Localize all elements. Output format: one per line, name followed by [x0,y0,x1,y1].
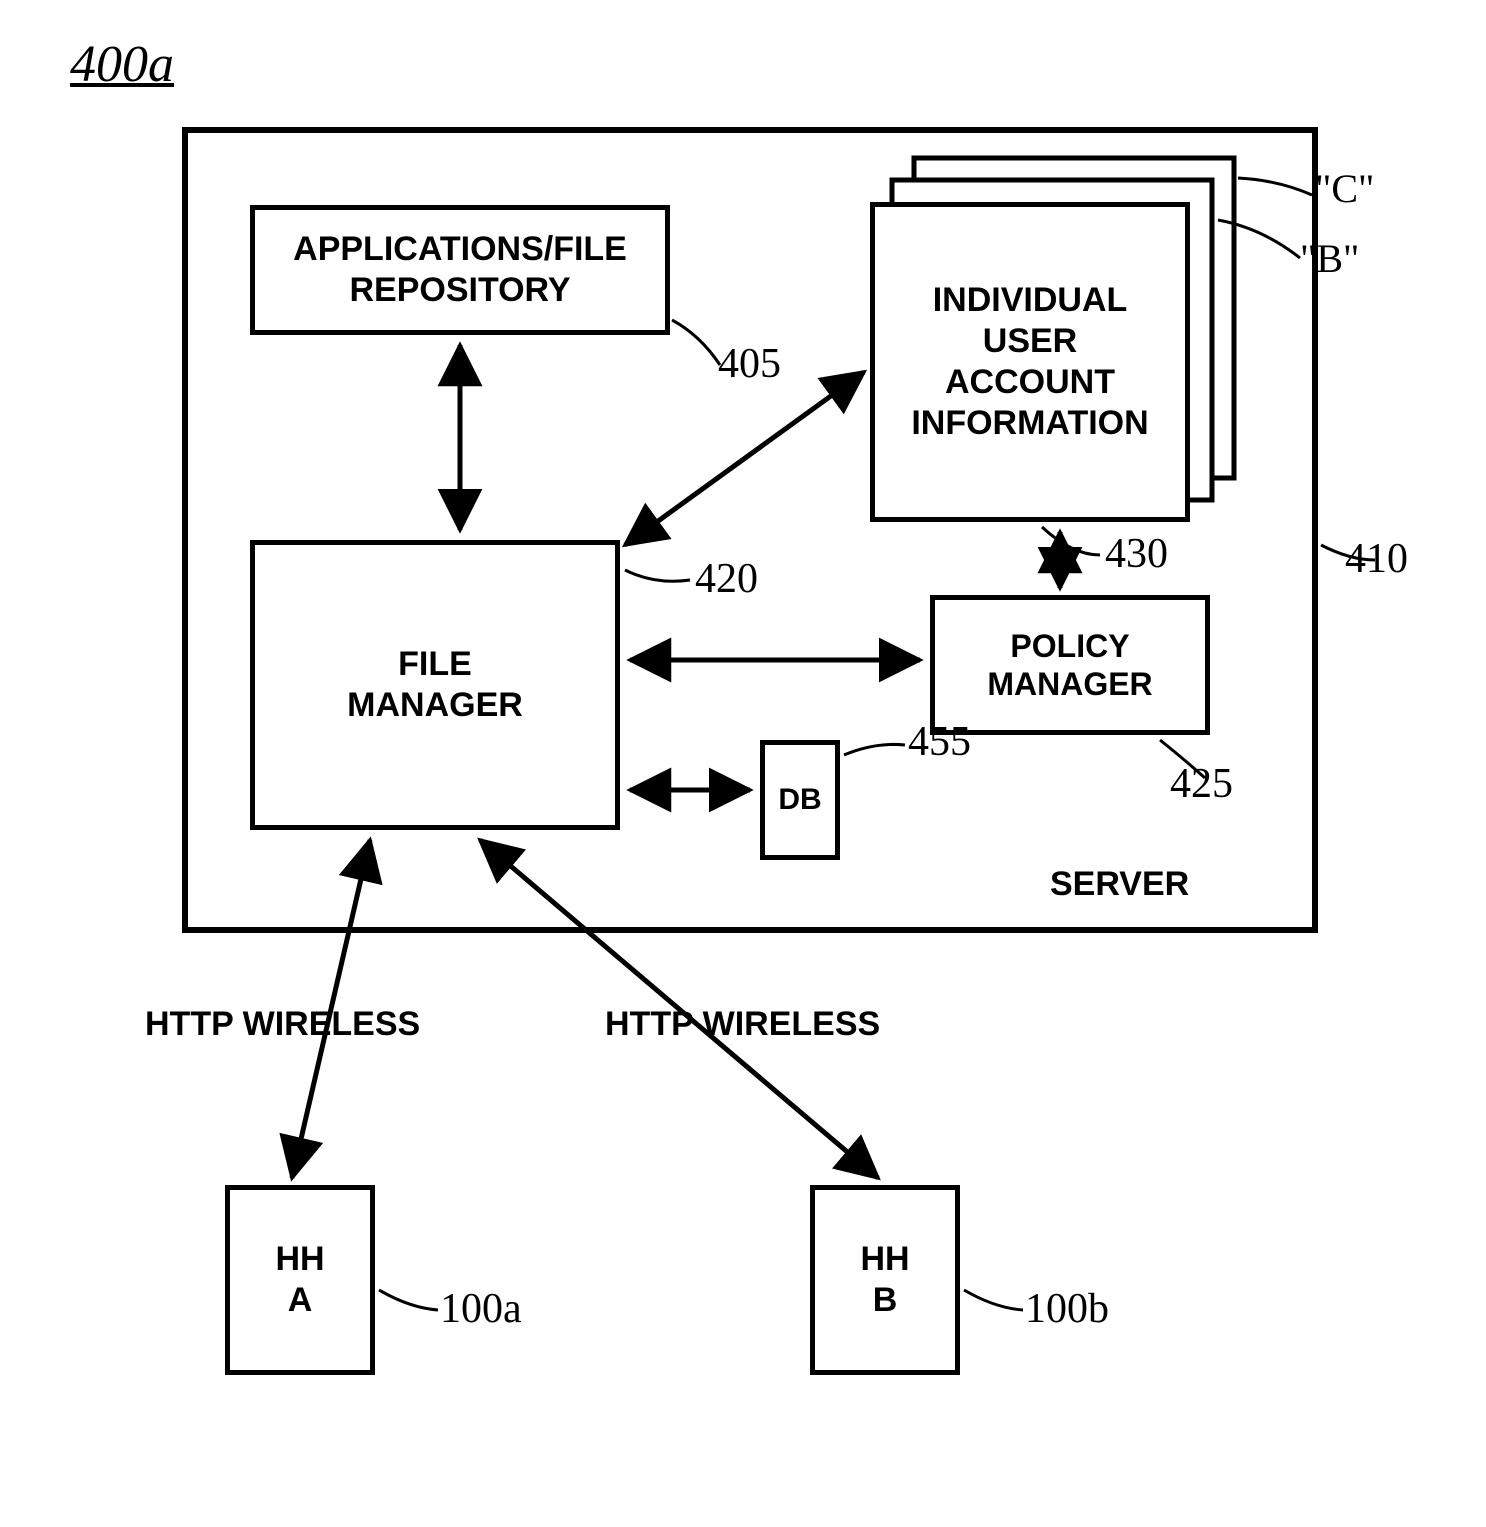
wireless-label-a: HTTP WIRELESS [145,1005,420,1044]
ref-420: 420 [695,555,758,603]
ref-B: "B" [1300,235,1359,282]
leader-420 [625,570,690,581]
svg-layer [0,0,1486,1527]
box-accounts-label: INDIVIDUAL USER ACCOUNT INFORMATION [911,280,1148,443]
leader-C [1238,178,1312,195]
ref-430: 430 [1105,530,1168,578]
leader-100a [379,1290,438,1310]
box-policy-manager: POLICY MANAGER [930,595,1210,735]
ref-100a: 100a [440,1285,522,1333]
box-hh-a: HH A [225,1185,375,1375]
box-db-label: DB [778,782,821,818]
box-hh-b: HH B [810,1185,960,1375]
box-repo-label: APPLICATIONS/FILE REPOSITORY [293,229,627,311]
arrow-filemgr-accounts [625,372,864,545]
leader-430 [1042,527,1100,555]
ref-100b: 100b [1025,1285,1109,1333]
ref-C: "C" [1315,165,1374,212]
box-hh-a-label: HH A [275,1239,324,1321]
ref-425: 425 [1170,760,1233,808]
box-file-manager-label: FILE MANAGER [347,644,523,726]
wireless-label-b: HTTP WIRELESS [605,1005,880,1044]
leader-100b [964,1290,1023,1310]
box-db: DB [760,740,840,860]
box-hh-b-label: HH B [860,1239,909,1321]
box-file-manager: FILE MANAGER [250,540,620,830]
leader-455 [844,744,905,755]
ref-405: 405 [718,340,781,388]
box-repo: APPLICATIONS/FILE REPOSITORY [250,205,670,335]
box-policy-manager-label: POLICY MANAGER [987,627,1152,704]
ref-410: 410 [1345,535,1408,583]
diagram-stage: 400a [0,0,1486,1527]
ref-455: 455 [908,718,971,766]
server-label: SERVER [1050,865,1189,904]
box-accounts: INDIVIDUAL USER ACCOUNT INFORMATION [870,202,1190,522]
leader-405 [672,320,720,365]
